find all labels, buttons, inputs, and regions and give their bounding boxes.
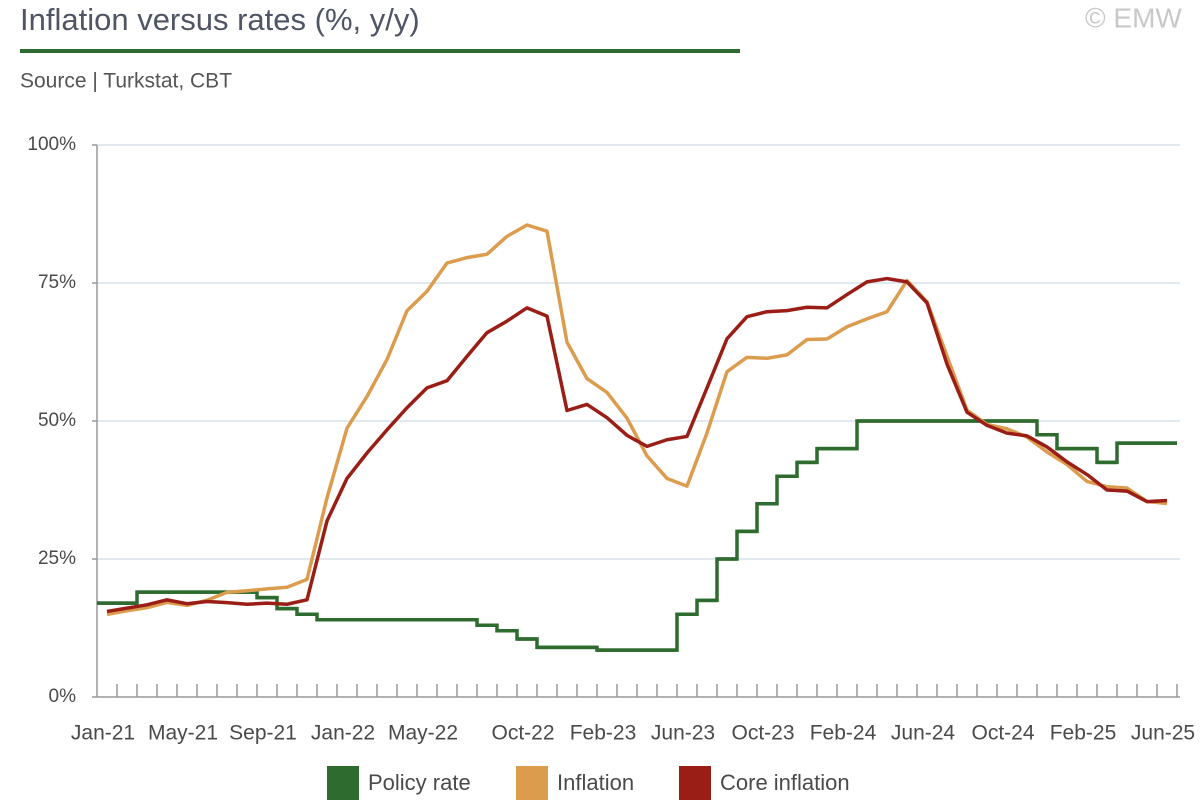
y-tick-label: 75% xyxy=(38,272,76,293)
chart-title: Inflation versus rates (%, y/y) xyxy=(20,2,420,37)
x-tick-label: Jun-25 xyxy=(1131,722,1195,745)
x-tick-label: Feb-25 xyxy=(1050,722,1117,745)
x-tick-label: May-22 xyxy=(388,722,458,745)
legend-label: Policy rate xyxy=(368,770,471,795)
y-tick-label: 25% xyxy=(38,548,76,569)
series-line xyxy=(106,276,1168,614)
y-tick-label: 100% xyxy=(27,134,76,155)
x-tick-label: Jun-24 xyxy=(891,722,956,745)
credit: © EMW xyxy=(1085,2,1182,33)
legend-swatch xyxy=(327,766,359,800)
x-tick-label: Jan-22 xyxy=(311,722,375,745)
x-tick-label: May-21 xyxy=(148,722,218,745)
legend-label: Inflation xyxy=(557,770,634,795)
x-tick-label: Oct-23 xyxy=(731,722,794,745)
x-tick-label: Jan-21 xyxy=(71,722,135,745)
x-tick-label: Jun-23 xyxy=(651,722,715,745)
x-tick-label: Feb-23 xyxy=(570,722,637,745)
x-tick-label: Oct-24 xyxy=(971,722,1034,745)
legend-swatch xyxy=(679,766,711,800)
x-tick-label: Oct-22 xyxy=(491,722,554,745)
chart-subtitle: Source | Turkstat, CBT xyxy=(20,70,232,93)
x-tick-label: Feb-24 xyxy=(810,722,877,745)
step-line xyxy=(97,419,1177,652)
x-tick-label: Sep-21 xyxy=(229,722,297,745)
legend-swatch xyxy=(516,766,548,800)
legend-label: Core inflation xyxy=(720,770,850,795)
y-tick-label: 50% xyxy=(38,410,76,431)
y-tick-label: 0% xyxy=(49,686,77,707)
